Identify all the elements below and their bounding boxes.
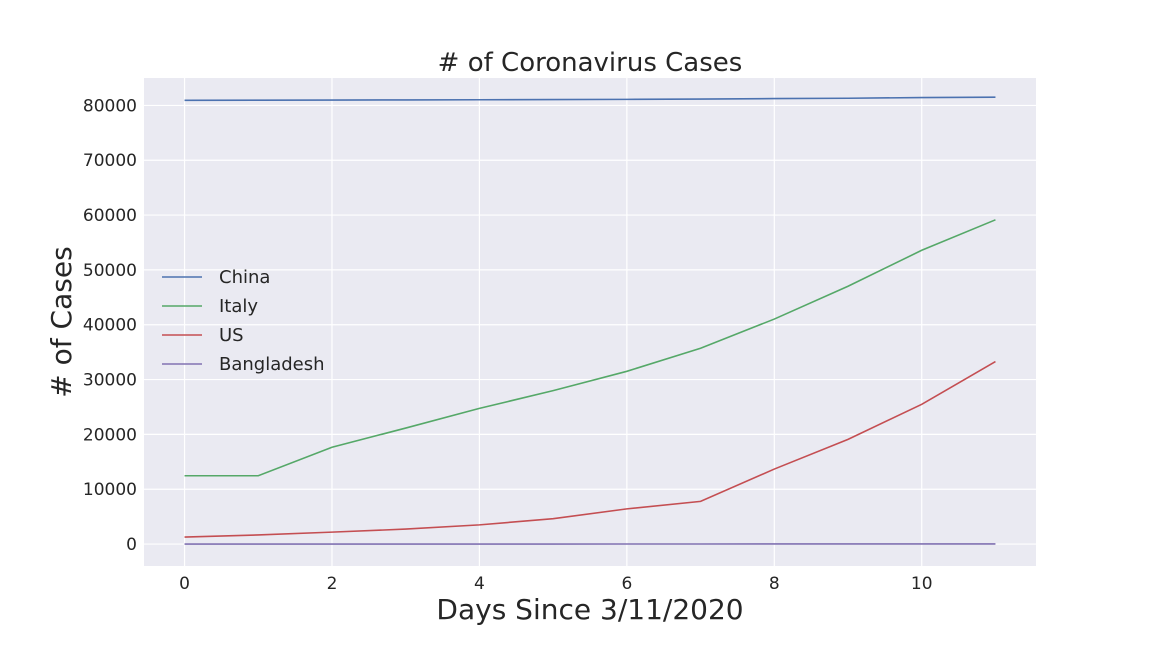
legend-label-bangladesh: Bangladesh [219,354,325,375]
x-tick-label: 2 [327,574,338,594]
series-line-italy [184,219,996,477]
y-tick-label: 60000 [83,206,137,226]
y-tick-label: 40000 [83,316,137,336]
series-lines [184,96,996,545]
x-tick-label: 4 [474,574,485,594]
y-tick-label: 50000 [83,261,137,281]
x-tick-label: 8 [769,574,780,594]
legend: China Italy US Bangladesh [162,267,325,375]
y-tick-label: 80000 [83,96,137,116]
legend-label-us: US [219,325,244,346]
legend-label-italy: Italy [219,296,258,317]
y-gridlines [144,104,1036,545]
series-line-china [184,96,996,102]
series-line-us [184,360,996,538]
y-tick-label: 10000 [83,480,137,500]
x-axis-label: Days Since 3/11/2020 [436,593,743,626]
x-tick-label: 10 [911,574,933,594]
y-tick-label: 30000 [83,371,137,391]
y-tick-labels: 0 10000 20000 30000 40000 50000 60000 70000 8000… [83,96,137,555]
y-tick-label: 20000 [83,425,137,445]
plot-area [144,78,1036,566]
x-tick-labels: 0 2 4 6 8 10 [179,574,932,594]
x-tick-label: 0 [179,574,190,594]
x-tick-label: 6 [621,574,632,594]
legend-label-china: China [219,267,270,288]
chart-title: # of Coronavirus Cases [438,48,743,78]
x-gridlines [183,78,923,566]
y-tick-label: 70000 [83,151,137,171]
y-tick-label: 0 [126,535,137,555]
y-axis-label: # of Cases [45,246,78,397]
